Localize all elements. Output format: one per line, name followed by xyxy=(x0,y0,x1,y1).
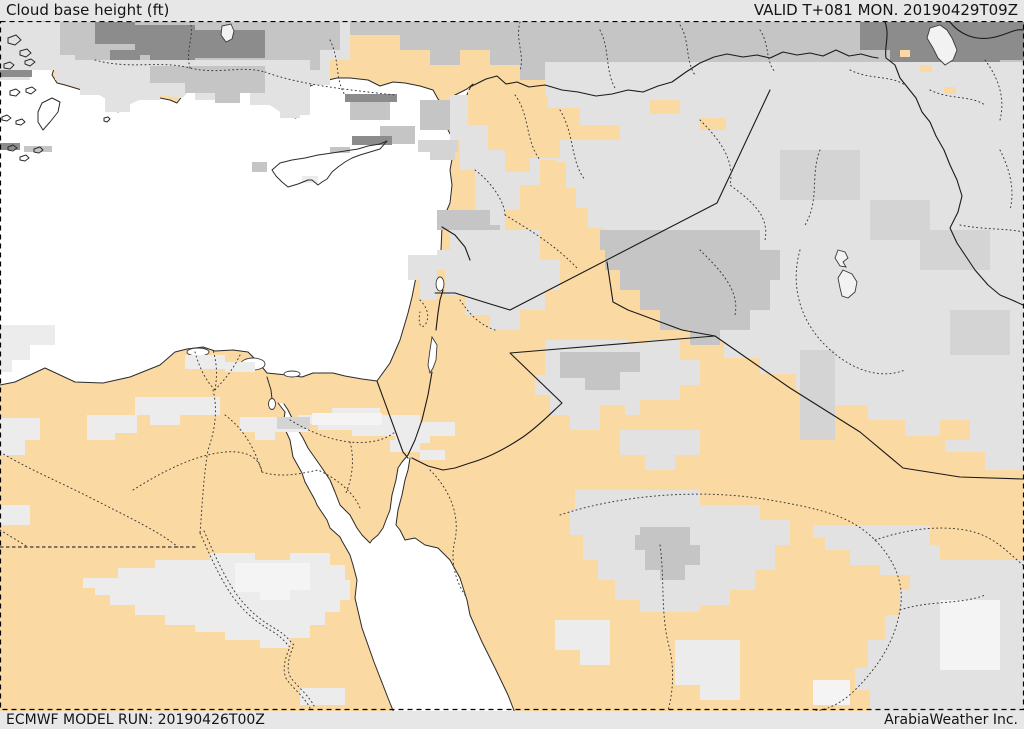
cyprus-island xyxy=(271,140,388,188)
islands xyxy=(1,34,388,188)
cloud-cyprus-streaks xyxy=(345,94,397,145)
admin-egypt-delta xyxy=(194,349,241,391)
cloud-nile-south-spot xyxy=(300,688,345,705)
admin-turkey-3 xyxy=(188,21,192,69)
cloud-delta-spots xyxy=(185,355,255,372)
sea-of-galilee xyxy=(435,276,445,292)
sinai-coast xyxy=(283,403,409,544)
cloud-egypt-coastal-medium xyxy=(277,417,310,429)
border-armenia xyxy=(949,21,1024,39)
map-frame xyxy=(0,21,1024,711)
cloud-bottom-right xyxy=(855,560,1024,711)
lake-tharthar xyxy=(834,249,849,268)
border-iran xyxy=(884,21,1024,306)
red-sea-coast-east xyxy=(395,457,515,711)
border-turkey-syria-iraq xyxy=(471,49,879,97)
admin-jordan xyxy=(459,299,496,331)
title-bar: Cloud base height (ft) VALID T+081 MON. … xyxy=(0,0,1024,21)
map-title: Cloud base height (ft) xyxy=(6,1,170,19)
suez-canal xyxy=(266,376,273,400)
admin-turkey-4 xyxy=(329,39,346,96)
admin-egypt-west-2 xyxy=(132,451,263,491)
country-borders xyxy=(376,21,1024,480)
admin-iraq-1 xyxy=(699,119,821,316)
admin-turkey-5 xyxy=(518,21,986,106)
cloud-central-iraq-medium xyxy=(600,230,780,345)
lake-urmia xyxy=(926,24,958,66)
valid-time-label: VALID T+081 MON. 20190429T09Z xyxy=(753,1,1018,19)
cloud-iraq-ne-medium xyxy=(780,150,1010,440)
admin-turkey-2 xyxy=(264,71,396,96)
lake-beysehir xyxy=(220,23,235,43)
cloud-tabuk-spots xyxy=(555,620,740,700)
admin-nile-east xyxy=(203,530,315,707)
cloud-egypt-west-edge xyxy=(0,418,40,525)
clear-aleppo-strip xyxy=(468,90,620,172)
cloud-iraq-mass xyxy=(545,62,1024,470)
lake-razzaza xyxy=(837,269,858,299)
admin-sinai xyxy=(289,419,396,496)
cloud-gulf-tip xyxy=(813,680,850,705)
admin-egypt-mid xyxy=(0,529,29,548)
cloud-al-jawf xyxy=(620,430,700,470)
footer-bar: ECMWF MODEL RUN: 20190426T00Z ArabiaWeat… xyxy=(0,711,1024,729)
admin-egypt-east xyxy=(224,414,361,509)
clear-syrian-desert xyxy=(533,210,648,343)
admin-saudi-4 xyxy=(429,469,466,596)
forecast-map-canvas xyxy=(0,21,1024,711)
cloud-sinai-core xyxy=(312,413,382,425)
cloud-cyprus-streak2 xyxy=(252,147,350,172)
delta-lagoon-west xyxy=(186,347,210,357)
model-run-label: ECMWF MODEL RUN: 20190426T00Z xyxy=(6,712,265,728)
cloud-aegean-streak2 xyxy=(24,146,52,152)
admin-saudi-3 xyxy=(874,527,1024,611)
admin-turkey-1 xyxy=(94,59,266,73)
admin-saudi-1 xyxy=(559,493,902,711)
admin-iran-edge xyxy=(959,59,1024,233)
admin-syria-1 xyxy=(474,94,586,269)
map-area xyxy=(0,21,1024,711)
cloud-negev-spots xyxy=(390,440,445,460)
dead-sea xyxy=(427,335,438,375)
admin-iraq-2 xyxy=(795,249,906,375)
cloud-east-jordan-medium xyxy=(560,352,640,390)
red-sea-coast-west xyxy=(277,402,394,711)
border-syria-jordan xyxy=(454,292,511,311)
cloud-shading-layer xyxy=(0,22,1024,711)
cloud-south-egypt-core xyxy=(235,563,310,600)
cloud-north-israel xyxy=(408,255,437,300)
lakes xyxy=(220,23,958,375)
border-israel-jordan xyxy=(407,289,444,456)
cloud-bottom-right-core xyxy=(940,600,1000,670)
rhodes-island xyxy=(37,97,61,131)
border-jordan-iraq xyxy=(606,261,716,337)
red-sea xyxy=(278,403,515,711)
admin-saudi-2 xyxy=(659,544,674,711)
clear-jazira-spots xyxy=(650,100,726,130)
cloud-north-saudi-core xyxy=(635,527,700,580)
admin-nile-west xyxy=(199,532,311,709)
cloud-iskenderun-spots xyxy=(418,140,458,160)
admin-egypt-west-1 xyxy=(0,451,179,548)
border-egypt-israel xyxy=(376,380,409,459)
brand-label: ArabiaWeather Inc. xyxy=(884,712,1018,728)
admin-borders xyxy=(0,21,1024,711)
clear-nafud-spots xyxy=(600,405,970,490)
delta-lagoon-far-east xyxy=(283,370,301,378)
border-lebanon-syria xyxy=(441,226,471,261)
cloud-egypt-nw xyxy=(0,325,55,372)
clear-desert-patches xyxy=(468,50,970,490)
aegean-islands xyxy=(1,34,111,162)
admin-west-bank xyxy=(418,299,429,327)
border-syria-iraq xyxy=(509,89,771,311)
border-jordan-saudi xyxy=(411,335,716,471)
cloud-taurus-patches xyxy=(350,95,460,144)
cloud-egypt-coastal xyxy=(87,397,310,440)
border-iraq-saudi xyxy=(714,335,1024,480)
cloud-turkey-sw-medium xyxy=(150,66,265,103)
bitter-lake xyxy=(268,398,276,410)
